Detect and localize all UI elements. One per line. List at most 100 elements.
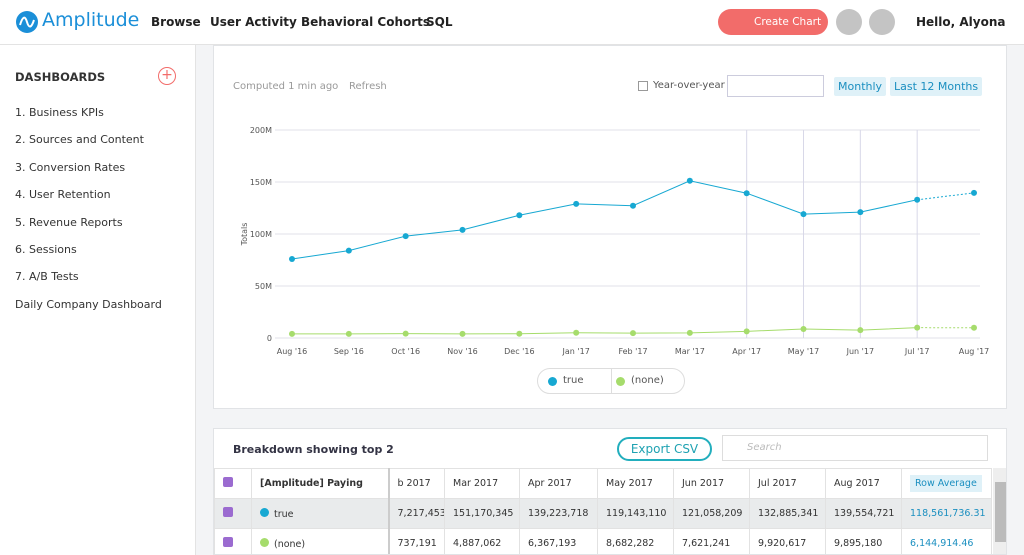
data-point: [630, 330, 636, 337]
x-tick-label: May '17: [788, 347, 819, 356]
legend-label[interactable]: (none): [631, 375, 664, 386]
chart-panel: Computed 1 min ago Refresh Year-over-yea…: [213, 45, 1007, 409]
checkbox-cell[interactable]: [214, 468, 252, 499]
sidebar-item[interactable]: 1. Business KPIs: [15, 106, 104, 119]
column-header-text[interactable]: b 2017: [397, 478, 431, 489]
data-point: [630, 202, 636, 209]
scrollbar[interactable]: [993, 468, 1006, 554]
table-cell: 7,217,453: [388, 498, 445, 529]
top-nav: Amplitude Browse User Activity Behaviora…: [0, 0, 1024, 45]
cell-text: 737,191: [397, 538, 437, 549]
column-header[interactable]: Jun 2017: [673, 468, 750, 499]
sidebar-item[interactable]: Daily Company Dashboard: [15, 297, 162, 311]
logo[interactable]: Amplitude: [42, 9, 140, 31]
breakdown-table: [Amplitude] Paying b 2017 Mar 2017 Apr 2017…: [214, 468, 992, 554]
nav-item[interactable]: User Activity: [210, 15, 297, 29]
sidebar-item[interactable]: 6. Sessions: [15, 243, 77, 256]
column-header[interactable]: Row Average: [901, 468, 992, 499]
data-point: [345, 330, 352, 337]
cell-text: 139,223,718: [528, 508, 589, 519]
data-row: true 7,217,453 151,170,345 139,223,718 119,1…: [214, 498, 992, 529]
export-button[interactable]: Export CSV: [617, 437, 712, 461]
series-line-incomplete: [917, 192, 975, 201]
help-button[interactable]: [869, 9, 895, 35]
interval-button[interactable]: Monthly: [834, 77, 887, 96]
sidebar-item[interactable]: 4. User Retention: [15, 188, 111, 202]
table-cell: 8,682,282: [597, 528, 674, 554]
y-tick-label: 200M: [250, 126, 272, 135]
sidebar-item[interactable]: 7. A/B Tests: [15, 270, 79, 284]
cell-text: (none): [274, 538, 306, 550]
table-cell: 139,223,718: [519, 498, 598, 529]
column-header-text[interactable]: Jul 2017: [758, 478, 797, 489]
user-menu[interactable]: Hello, Alyona: [916, 15, 1006, 29]
column-header-text[interactable]: Apr 2017: [528, 478, 572, 489]
x-tick-label: Dec '16: [504, 347, 534, 356]
create-chart-button[interactable]: Create Chart: [718, 9, 828, 35]
data-point: [743, 328, 750, 335]
table-cell: 119,143,110: [597, 498, 674, 529]
legend-swatch: [616, 377, 625, 386]
y-axis-label: Totals: [240, 223, 249, 247]
table-cell: 118,561,736.31: [901, 498, 992, 529]
search-input[interactable]: Search: [722, 435, 988, 461]
column-header-text[interactable]: May 2017: [606, 478, 653, 489]
data-point: [459, 226, 466, 233]
column-header-text[interactable]: Aug 2017: [834, 478, 880, 489]
data-point: [289, 255, 295, 262]
refresh[interactable]: Refresh: [349, 81, 387, 92]
range-button[interactable]: Last 12 Months: [890, 77, 983, 96]
sidebar-item[interactable]: 5. Revenue Reports: [15, 215, 123, 229]
legend-swatch: [548, 377, 557, 386]
nav-item[interactable]: Browse: [151, 15, 201, 29]
x-tick-label: Aug '16: [277, 347, 308, 356]
table-cell: 151,170,345: [444, 498, 520, 529]
x-tick-label: Jan '17: [562, 347, 590, 356]
column-header-text[interactable]: [Amplitude] Paying: [260, 478, 363, 489]
yoy-checkbox[interactable]: [638, 81, 648, 91]
x-tick-label: Sep '16: [334, 347, 364, 356]
data-point: [857, 209, 864, 216]
sidebar-item[interactable]: 3. Conversion Rates: [15, 160, 126, 174]
column-header[interactable]: b 2017: [388, 468, 445, 499]
data-point: [289, 330, 295, 337]
logo-icon: [16, 11, 38, 33]
column-header-text[interactable]: Mar 2017: [453, 478, 499, 489]
cell-text: 118,561,736.31: [910, 508, 986, 519]
column-header[interactable]: Aug 2017: [825, 468, 902, 499]
data-point: [459, 330, 466, 337]
cell-text: 7,621,241: [682, 538, 731, 549]
column-header[interactable]: [Amplitude] Paying: [251, 468, 390, 499]
data-point: [402, 330, 409, 337]
x-tick-label: Jun '17: [846, 347, 874, 356]
checkbox-cell[interactable]: [214, 498, 252, 529]
data-point: [402, 233, 409, 240]
column-header[interactable]: Mar 2017: [444, 468, 520, 499]
legend-divider: [611, 369, 612, 393]
sidebar-item[interactable]: 2. Sources and Content: [15, 133, 144, 147]
nav-item[interactable]: SQL: [426, 15, 453, 29]
column-header[interactable]: Jul 2017: [749, 468, 826, 499]
table-cell: true: [251, 498, 390, 529]
series-dot: [260, 537, 269, 547]
legend-label[interactable]: true: [563, 375, 584, 386]
column-header-text[interactable]: Row Average: [910, 475, 982, 492]
add-dashboard[interactable]: +: [158, 67, 176, 85]
notifications-button[interactable]: [836, 9, 862, 35]
cell-text: 9,895,180: [834, 538, 883, 549]
checkbox-cell[interactable]: [214, 528, 252, 554]
cell-text: 4,887,062: [453, 538, 502, 549]
cell-text: 6,367,193: [528, 538, 577, 549]
legend: true (none): [537, 368, 685, 394]
column-header[interactable]: Apr 2017: [519, 468, 598, 499]
chart-type-buttons[interactable]: [727, 75, 824, 97]
data-point: [686, 177, 693, 184]
chart: 0 50M 100M 150M 200M Totals Aug '16 Sep '16 Oct …: [240, 126, 990, 356]
column-header[interactable]: May 2017: [597, 468, 674, 499]
y-tick-label: 100M: [250, 230, 272, 239]
nav-item[interactable]: Behavioral Cohorts: [301, 15, 431, 29]
column-header-text[interactable]: Jun 2017: [682, 478, 725, 489]
cell-text: 9,920,617: [758, 538, 807, 549]
x-tick-label: Aug '17: [959, 347, 990, 356]
